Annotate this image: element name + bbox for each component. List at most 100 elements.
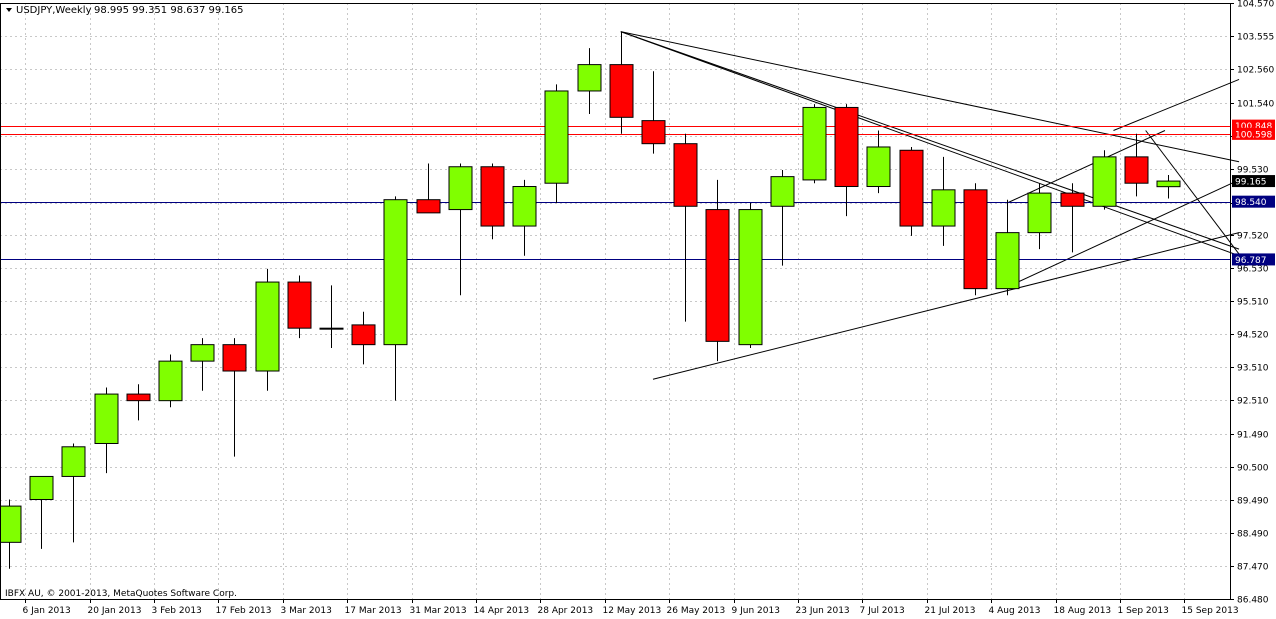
candle-body bbox=[287, 281, 312, 329]
time-axis: 6 Jan 2013 20 Jan 2013 3 Feb 2013 17 Feb 20… bbox=[23, 599, 1239, 616]
price-tick-label: 87.470 bbox=[1237, 563, 1269, 573]
candle-body bbox=[577, 64, 602, 92]
price-tick-label: 94.520 bbox=[1237, 331, 1269, 341]
candle-body bbox=[126, 393, 151, 402]
price-tick-label: 90.500 bbox=[1237, 464, 1269, 474]
price-tick-label: 97.520 bbox=[1237, 232, 1269, 242]
trendline bbox=[1006, 130, 1166, 204]
candle-body bbox=[61, 446, 86, 477]
price-axis: 104.570103.555102.560101.540100.53099.53… bbox=[1230, 0, 1274, 606]
time-tick-label: 14 Apr 2013 bbox=[474, 606, 530, 616]
time-tick-label: 17 Feb 2013 bbox=[216, 606, 272, 616]
trendline bbox=[620, 31, 1240, 250]
candle-body bbox=[512, 186, 537, 227]
candle-body bbox=[770, 176, 795, 207]
price-tick-label: 89.490 bbox=[1237, 497, 1269, 507]
price-level-badge-label: 100.598 bbox=[1235, 130, 1272, 140]
candle-body bbox=[641, 120, 666, 145]
grid-layer bbox=[0, 3, 1230, 600]
price-tick-label: 91.490 bbox=[1237, 431, 1269, 441]
price-tick-label: 93.510 bbox=[1237, 364, 1269, 374]
time-tick-label: 7 Jul 2013 bbox=[860, 606, 905, 616]
price-tick-label: 102.560 bbox=[1237, 66, 1274, 76]
candle-body bbox=[609, 64, 634, 118]
price-level-badge-label: 96.787 bbox=[1235, 256, 1267, 266]
candle-body bbox=[802, 106, 827, 181]
price-tick-label: 96.530 bbox=[1237, 265, 1269, 275]
candle-body bbox=[351, 324, 376, 346]
price-tick-label: 92.510 bbox=[1237, 397, 1269, 407]
ohlc-readout: 98.995 99.351 98.637 99.165 bbox=[94, 5, 244, 16]
candle-body bbox=[255, 281, 280, 372]
candle-body bbox=[544, 90, 569, 184]
price-tick-label: 101.540 bbox=[1237, 100, 1274, 110]
time-tick-label: 15 Sep 2013 bbox=[1182, 606, 1239, 616]
price-level-badge bbox=[1232, 195, 1275, 208]
candle-body bbox=[94, 393, 119, 444]
chart-header: USDJPY,Weekly 98.995 99.351 98.637 99.16… bbox=[6, 5, 244, 16]
time-tick-label: 3 Mar 2013 bbox=[281, 606, 332, 616]
candle-body bbox=[995, 232, 1020, 290]
time-tick-label: 28 Apr 2013 bbox=[538, 606, 594, 616]
candle-body bbox=[1156, 180, 1181, 188]
copyright-notice: IBFX AU, © 2001-2013, MetaQuotes Softwar… bbox=[5, 589, 237, 599]
time-tick-label: 9 Jun 2013 bbox=[732, 606, 780, 616]
time-tick-label: 1 Sep 2013 bbox=[1118, 606, 1169, 616]
trendline bbox=[1006, 179, 1240, 288]
time-tick-label: 31 Mar 2013 bbox=[410, 606, 467, 616]
candle-body bbox=[448, 166, 473, 211]
trendline bbox=[620, 31, 1240, 163]
candle-body bbox=[222, 344, 247, 372]
time-tick-label: 6 Jan 2013 bbox=[23, 606, 71, 616]
time-tick-label: 4 Aug 2013 bbox=[989, 606, 1041, 616]
candle-body bbox=[1124, 156, 1149, 184]
candle-body bbox=[899, 149, 924, 227]
candle-layer bbox=[0, 31, 1181, 569]
trendline bbox=[1145, 130, 1240, 255]
time-tick-label: 18 Aug 2013 bbox=[1054, 606, 1112, 616]
dropdown-triangle-icon[interactable] bbox=[6, 8, 12, 12]
candle-body bbox=[29, 475, 54, 501]
candle-body bbox=[866, 146, 891, 188]
time-tick-label: 21 Jul 2013 bbox=[925, 606, 976, 616]
trendline bbox=[620, 31, 1240, 257]
price-level-badge bbox=[1232, 127, 1275, 140]
candle-body bbox=[0, 505, 22, 543]
time-tick-label: 12 May 2013 bbox=[603, 606, 662, 616]
current-price-badge bbox=[1232, 175, 1275, 188]
time-tick-label: 26 May 2013 bbox=[667, 606, 726, 616]
trendline bbox=[652, 232, 1240, 380]
candle-body bbox=[1027, 192, 1052, 234]
candle-body bbox=[319, 327, 344, 330]
candle-body bbox=[383, 199, 408, 346]
price-level-badge-label: 100.848 bbox=[1235, 122, 1272, 132]
time-tick-label: 23 Jun 2013 bbox=[796, 606, 850, 616]
candle-body bbox=[158, 360, 183, 402]
price-tick-label: 95.510 bbox=[1237, 298, 1269, 308]
price-tick-label: 104.570 bbox=[1237, 0, 1274, 10]
price-level-badge bbox=[1232, 253, 1275, 266]
time-tick-label: 3 Feb 2013 bbox=[152, 606, 202, 616]
price-tick-label: 103.555 bbox=[1237, 33, 1274, 43]
candle-body bbox=[834, 106, 859, 188]
candle-body bbox=[673, 143, 698, 207]
price-tick-label: 86.480 bbox=[1237, 596, 1269, 606]
candle-body bbox=[416, 199, 441, 214]
candle-body bbox=[480, 166, 505, 227]
candle-body bbox=[190, 344, 215, 362]
candle-body bbox=[931, 189, 956, 227]
time-tick-label: 17 Mar 2013 bbox=[345, 606, 402, 616]
price-tick-label: 99.530 bbox=[1237, 166, 1269, 176]
symbol-title: USDJPY,Weekly bbox=[16, 5, 92, 16]
candle-body bbox=[705, 209, 730, 342]
candle-body bbox=[963, 189, 988, 290]
trendline bbox=[1113, 78, 1240, 131]
price-level-badge-label: 98.540 bbox=[1235, 198, 1267, 208]
time-tick-label: 20 Jan 2013 bbox=[88, 606, 142, 616]
candle-body bbox=[1092, 156, 1117, 207]
current-price-badge-label: 99.165 bbox=[1235, 178, 1267, 188]
candle-body bbox=[738, 209, 763, 346]
candle-body bbox=[1060, 192, 1085, 207]
